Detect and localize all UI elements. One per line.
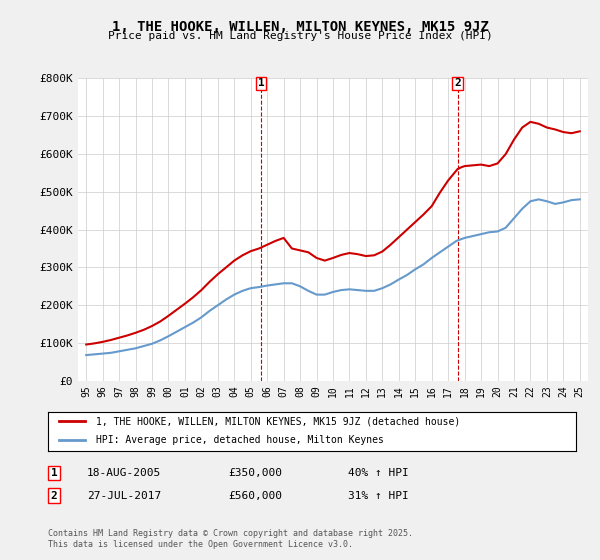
Text: Contains HM Land Registry data © Crown copyright and database right 2025.
This d: Contains HM Land Registry data © Crown c… [48, 529, 413, 549]
Text: 18-AUG-2005: 18-AUG-2005 [87, 468, 161, 478]
Text: 31% ↑ HPI: 31% ↑ HPI [348, 491, 409, 501]
Text: 1: 1 [50, 468, 58, 478]
Text: 1, THE HOOKE, WILLEN, MILTON KEYNES, MK15 9JZ: 1, THE HOOKE, WILLEN, MILTON KEYNES, MK1… [112, 20, 488, 34]
Text: 1, THE HOOKE, WILLEN, MILTON KEYNES, MK15 9JZ (detached house): 1, THE HOOKE, WILLEN, MILTON KEYNES, MK1… [95, 417, 460, 426]
Text: HPI: Average price, detached house, Milton Keynes: HPI: Average price, detached house, Milt… [95, 435, 383, 445]
Text: £560,000: £560,000 [228, 491, 282, 501]
Text: 1: 1 [258, 78, 265, 88]
Text: £350,000: £350,000 [228, 468, 282, 478]
Text: 27-JUL-2017: 27-JUL-2017 [87, 491, 161, 501]
Text: 2: 2 [454, 78, 461, 88]
Text: 40% ↑ HPI: 40% ↑ HPI [348, 468, 409, 478]
Text: 2: 2 [50, 491, 58, 501]
Text: Price paid vs. HM Land Registry's House Price Index (HPI): Price paid vs. HM Land Registry's House … [107, 31, 493, 41]
